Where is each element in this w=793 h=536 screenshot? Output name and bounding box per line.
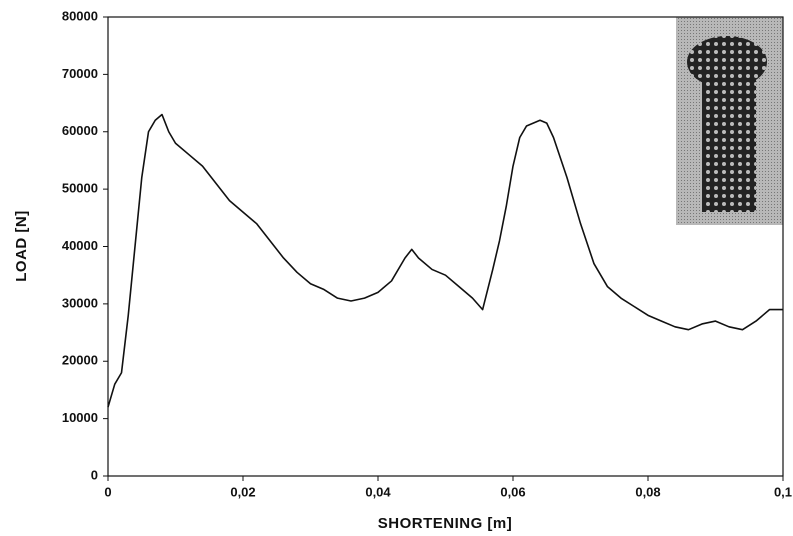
data-line xyxy=(107,113,783,408)
y-tick-label: 20000 xyxy=(62,353,98,368)
x-tick-label: 0,02 xyxy=(230,484,255,499)
y-tick-label: 60000 xyxy=(62,123,98,138)
x-tick-label: 0 xyxy=(104,484,111,499)
y-tick-label: 0 xyxy=(91,467,98,482)
y-tick-label: 50000 xyxy=(62,181,98,196)
y-tick-label: 40000 xyxy=(62,238,98,253)
x-tick-label: 0,04 xyxy=(365,484,391,499)
x-tick-label: 0,06 xyxy=(500,484,525,499)
y-axis-title: LOAD [N] xyxy=(13,210,30,282)
y-tick-label: 30000 xyxy=(62,295,98,310)
y-tick-label: 80000 xyxy=(62,8,98,23)
y-tick-label: 70000 xyxy=(62,66,98,81)
x-axis-title: SHORTENING [m] xyxy=(378,515,513,532)
x-tick-label: 0,08 xyxy=(635,484,660,499)
inset-photo xyxy=(676,17,783,225)
x-tick-label: 0,1 xyxy=(774,484,792,499)
y-tick-label: 10000 xyxy=(62,410,98,425)
